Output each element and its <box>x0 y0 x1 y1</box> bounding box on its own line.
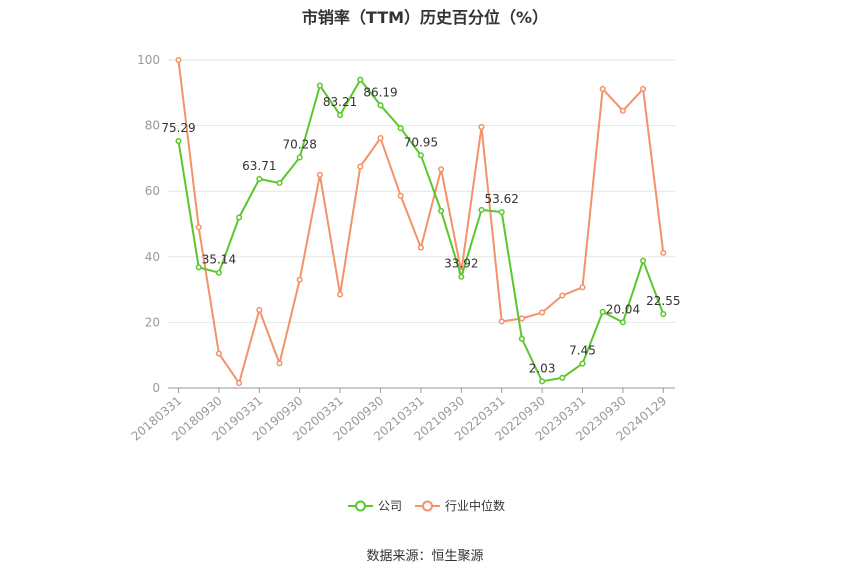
data-point <box>316 82 323 89</box>
data-point <box>296 276 303 283</box>
data-point <box>458 273 465 280</box>
y-tick-label: 20 <box>145 315 160 329</box>
data-point <box>215 350 222 357</box>
data-label: 35.14 <box>202 253 236 267</box>
data-point <box>518 315 525 322</box>
data-label: 70.95 <box>404 135 438 149</box>
data-label: 22.55 <box>646 294 680 308</box>
data-point <box>539 309 546 316</box>
data-point <box>559 374 566 381</box>
data-point <box>296 154 303 161</box>
data-point <box>377 102 384 109</box>
data-point <box>438 166 445 173</box>
data-point <box>478 206 485 213</box>
chart-title: 市销率（TTM）历史百分位（%） <box>301 8 549 27</box>
data-point <box>276 360 283 367</box>
legend-marker <box>422 500 433 512</box>
legend-label: 行业中位数 <box>445 498 505 513</box>
data-point <box>518 335 525 342</box>
data-point <box>498 318 505 325</box>
data-point <box>397 125 404 132</box>
data-point <box>236 214 243 221</box>
data-point <box>599 308 606 315</box>
y-tick-label: 80 <box>145 119 160 133</box>
data-point <box>256 306 263 313</box>
data-point <box>640 257 647 264</box>
data-point <box>276 179 283 187</box>
data-point <box>559 292 566 299</box>
y-tick-label: 0 <box>152 381 160 395</box>
data-point <box>316 171 323 178</box>
y-tick-label: 60 <box>145 184 160 198</box>
data-point <box>438 207 445 214</box>
data-label: 70.28 <box>283 137 317 151</box>
data-point <box>660 249 667 256</box>
data-point <box>498 209 505 216</box>
data-point <box>337 291 344 298</box>
data-point <box>660 310 667 318</box>
data-label: 86.19 <box>363 85 397 99</box>
data-point <box>579 284 586 291</box>
data-point <box>357 163 364 170</box>
data-point <box>599 85 606 92</box>
data-label: 33.92 <box>444 257 478 271</box>
data-source: 数据来源：恒生聚源 <box>366 549 484 564</box>
data-point <box>478 123 485 130</box>
data-label: 7.45 <box>569 344 596 358</box>
data-point <box>640 85 647 92</box>
data-point <box>377 135 384 142</box>
data-point <box>175 56 182 64</box>
data-label: 75.29 <box>161 121 195 135</box>
data-point <box>215 269 222 276</box>
data-point <box>619 107 626 114</box>
legend-label: 公司 <box>378 499 402 513</box>
data-point <box>256 175 263 183</box>
y-tick-label: 100 <box>137 53 160 67</box>
series-line-1 <box>177 59 665 385</box>
data-label: 83.21 <box>323 95 357 109</box>
data-point <box>195 264 202 271</box>
data-label: 20.04 <box>606 302 640 316</box>
data-label: 63.71 <box>242 159 276 173</box>
data-point <box>539 378 546 385</box>
data-label: 53.62 <box>485 192 519 206</box>
data-point <box>397 192 404 199</box>
data-point <box>619 319 626 326</box>
y-tick-label: 40 <box>145 250 160 264</box>
data-point <box>357 76 364 83</box>
data-point <box>417 244 424 251</box>
data-point <box>579 360 586 367</box>
data-point <box>175 137 182 145</box>
data-point <box>236 380 243 387</box>
data-point <box>417 152 424 159</box>
data-point <box>337 112 344 119</box>
data-label: 2.03 <box>529 361 556 375</box>
legend-marker <box>355 500 366 512</box>
data-point <box>195 224 202 231</box>
